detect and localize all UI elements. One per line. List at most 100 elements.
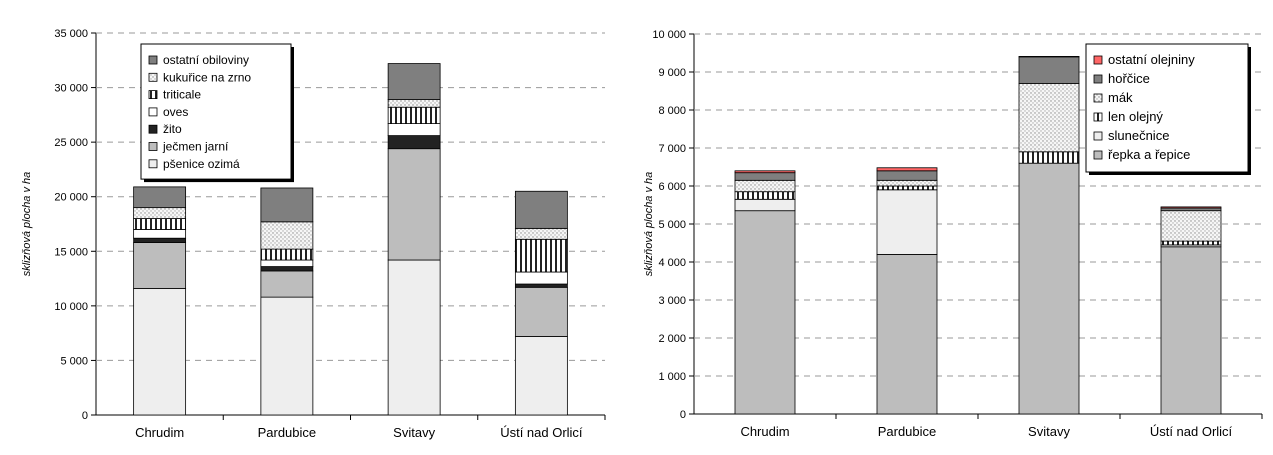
bar-segment-slunecnice-chrudim (734, 198, 796, 212)
bar-segment-kukurice-na-zrno-chrudim (133, 207, 187, 219)
legend-label-jecmen-jarni: ječmen jarní (162, 140, 229, 154)
bar-segment-mak-pardubice (876, 179, 938, 187)
x-tick-label: Chrudim (135, 425, 184, 440)
bar-segment-psenice-ozima-usti-nad-orlici (514, 336, 568, 416)
legend (1085, 43, 1249, 173)
bar-segment-repka-a-repice-chrudim (734, 210, 796, 415)
bar-segment-oves-chrudim (133, 229, 187, 239)
bar-segment-zito-pardubice (260, 266, 314, 272)
bar-segment-triticale-pardubice (260, 248, 314, 261)
bar-segment-repka-a-repice-pardubice (876, 253, 938, 415)
y-tick-label: 20 000 (54, 192, 88, 204)
y-axis-label: sklizňová plocha v ha (21, 172, 33, 277)
legend (140, 43, 292, 180)
bar-segment-len-olejny-pardubice (876, 185, 938, 191)
bar-segment-mak-chrudim (734, 179, 796, 193)
legend-swatch-ostatni-olejniny (1093, 55, 1103, 65)
y-tick-label: 15 000 (54, 246, 88, 258)
legend-label-len-olejny: len olejný (1108, 109, 1163, 124)
x-tick-label: Svitavy (1028, 424, 1070, 439)
legend-label-ostatni-obiloviny: ostatní obiloviny (163, 53, 249, 67)
oilseeds-chart: 0 1 000 2 000 3 000 4 000 5 000 6 000 7 000 8 00… (643, 29, 1263, 439)
bar-segment-len-olejny-svitavy (1018, 151, 1080, 164)
bar-segment-len-olejny-chrudim (734, 191, 796, 200)
bar-segment-slunecnice-pardubice (876, 189, 938, 255)
bar-segment-ostatni-olejniny-usti-nad-orlici (1160, 206, 1222, 209)
x-tick-label: Ústí nad Orlicí (500, 425, 583, 440)
y-tick-label: 0 (680, 409, 686, 421)
legend-label-psenice-ozima: pšenice ozimá (163, 157, 240, 171)
bar-segment-jecmen-jarni-chrudim (133, 242, 187, 289)
legend-label-slunecnice: slunečnice (1108, 128, 1169, 143)
legend-label-oves: oves (163, 105, 188, 119)
legend-swatch-slunecnice (1093, 131, 1103, 141)
y-tick-label: 25 000 (54, 137, 88, 149)
legend-swatch-kukurice-na-zrno (148, 72, 158, 82)
legend-swatch-triticale (148, 90, 158, 99)
bar-segment-ostatni-obiloviny-usti-nad-orlici (514, 190, 568, 229)
y-tick-label: 35 000 (54, 28, 88, 40)
legend-label-ostatni-olejniny: ostatní olejniny (1108, 52, 1195, 67)
legend-swatch-ostatni-obiloviny (148, 55, 158, 65)
legend-swatch-len-olejny (1093, 112, 1103, 122)
bar-segment-horcice-chrudim (734, 172, 796, 181)
legend-swatch-psenice-ozima (148, 159, 158, 169)
bar-segment-psenice-ozima-svitavy (387, 259, 441, 416)
bar-segment-repka-a-repice-svitavy (1018, 162, 1080, 415)
y-tick-label: 5 000 (658, 219, 686, 231)
bar-segment-zito-usti-nad-orlici (514, 283, 568, 288)
y-tick-label: 5 000 (60, 355, 88, 367)
y-tick-label: 30 000 (54, 83, 88, 95)
bar-segment-psenice-ozima-chrudim (133, 287, 187, 416)
bar-segment-horcice-pardubice (876, 170, 938, 181)
bar-segment-repka-a-repice-usti-nad-orlici (1160, 246, 1222, 415)
cereals-chart: 0 5 000 10 000 15 000 20 000 25 000 30 000 35 0… (21, 28, 606, 440)
bar-segment-triticale-usti-nad-orlici (514, 238, 568, 273)
bar-segment-kukurice-na-zrno-pardubice (260, 221, 314, 250)
bar-segment-zito-svitavy (387, 135, 441, 150)
bar-segment-kukurice-na-zrno-usti-nad-orlici (514, 227, 568, 240)
y-tick-label: 10 000 (54, 301, 88, 313)
bar-segment-oves-usti-nad-orlici (514, 271, 568, 285)
bar-segment-ostatni-obiloviny-chrudim (133, 186, 187, 209)
bar-segment-jecmen-jarni-svitavy (387, 148, 441, 261)
y-tick-label: 6 000 (658, 181, 686, 193)
x-tick-label: Ústí nad Orlicí (1150, 424, 1233, 439)
legend-swatch-oves (148, 107, 158, 117)
bar-segment-horcice-svitavy (1018, 56, 1080, 84)
oilseeds-chart-panel: 0 1 000 2 000 3 000 4 000 5 000 6 000 7 000 8 00… (622, 0, 1273, 450)
legend-swatch-mak (1093, 93, 1103, 103)
y-tick-label: 1 000 (658, 371, 686, 383)
y-tick-label: 2 000 (658, 333, 686, 345)
bar-segment-triticale-chrudim (133, 218, 187, 230)
legend-label-zito: žito (163, 122, 182, 136)
legend-label-repka-a-repice: řepka a řepice (1108, 147, 1190, 162)
y-tick-label: 10 000 (652, 29, 686, 41)
bar-segment-triticale-svitavy (387, 106, 441, 124)
legend-label-triticale: triticale (163, 88, 201, 102)
bar-segment-len-olejny-usti-nad-orlici (1160, 240, 1222, 246)
bar-segment-mak-svitavy (1018, 83, 1080, 153)
bar-segment-zito-chrudim (133, 237, 187, 243)
legend-label-kukurice-na-zrno: kukuřice na zrno (163, 70, 251, 84)
bar-segment-mak-usti-nad-orlici (1160, 210, 1222, 242)
bar-segment-kukurice-na-zrno-svitavy (387, 99, 441, 108)
legend-swatch-zito (148, 124, 158, 134)
bar-segment-oves-svitavy (387, 123, 441, 136)
y-tick-label: 9 000 (658, 67, 686, 79)
y-axis-label: sklizňová plocha v ha (643, 172, 655, 277)
bar-segment-ostatni-olejniny-chrudim (734, 170, 796, 174)
bar-segment-jecmen-jarni-pardubice (260, 270, 314, 298)
bar-segment-psenice-ozima-pardubice (260, 296, 314, 416)
cereals-chart-panel: 0 5 000 10 000 15 000 20 000 25 000 30 000 35 0… (0, 0, 623, 450)
bar-segment-jecmen-jarni-usti-nad-orlici (514, 286, 568, 337)
legend-swatch-horcice (1093, 74, 1103, 84)
y-tick-label: 4 000 (658, 257, 686, 269)
x-tick-label: Svitavy (393, 425, 435, 440)
x-tick-label: Chrudim (740, 424, 789, 439)
bar-segment-ostatni-olejniny-pardubice (876, 167, 938, 172)
x-tick-label: Pardubice (258, 425, 317, 440)
bar-segment-ostatni-olejniny-svitavy (1018, 56, 1080, 58)
y-tick-label: 3 000 (658, 295, 686, 307)
